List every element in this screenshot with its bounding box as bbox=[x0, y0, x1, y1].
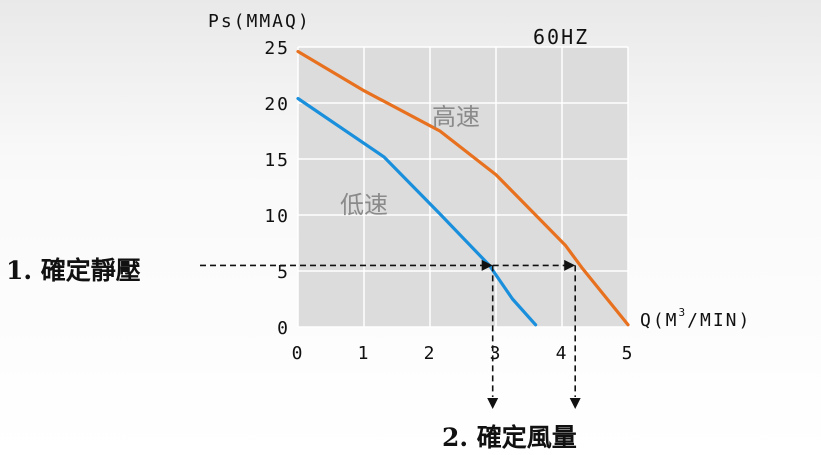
step2-label: 2. 確定風量 bbox=[442, 423, 577, 452]
x-axis-label: Q(M3/MIN) bbox=[640, 306, 751, 331]
y-tick-label: 5 bbox=[277, 262, 290, 283]
step1-label: 1. 確定靜壓 bbox=[6, 256, 141, 285]
series-label-high: 高速 bbox=[432, 103, 480, 131]
y-tick-label: 25 bbox=[264, 38, 290, 59]
plot-area bbox=[298, 47, 628, 327]
y-tick-label: 10 bbox=[264, 206, 290, 227]
grid bbox=[297, 46, 629, 328]
airflow-arrow-high bbox=[569, 398, 581, 409]
x-tick-label: 3 bbox=[490, 343, 503, 364]
y-tick-label: 20 bbox=[264, 94, 290, 115]
x-tick-label: 5 bbox=[622, 343, 635, 364]
x-axis-label-sup: 3 bbox=[679, 306, 688, 319]
y-tick-label: 0 bbox=[277, 318, 290, 339]
x-tick-label: 0 bbox=[292, 343, 305, 364]
x-tick-label: 1 bbox=[358, 343, 371, 364]
tick-labels: 0 1 2 3 4 5 0 5 10 15 20 25 bbox=[264, 38, 635, 364]
series-line-low bbox=[296, 96, 538, 327]
series-line-high bbox=[296, 49, 630, 327]
y-axis-label: Ps(MMAQ) bbox=[208, 11, 311, 32]
x-tick-label: 2 bbox=[424, 343, 437, 364]
x-tick-label: 4 bbox=[556, 343, 569, 364]
pressure-arrow-low bbox=[481, 259, 493, 271]
pressure-arrow-high bbox=[564, 259, 576, 271]
series-label-low: 低速 bbox=[340, 191, 388, 219]
series-lines bbox=[296, 49, 630, 327]
guide-arrows bbox=[200, 259, 581, 409]
airflow-arrow-low bbox=[487, 398, 499, 409]
frequency-label: 60HZ bbox=[533, 25, 589, 49]
y-tick-label: 15 bbox=[264, 150, 290, 171]
